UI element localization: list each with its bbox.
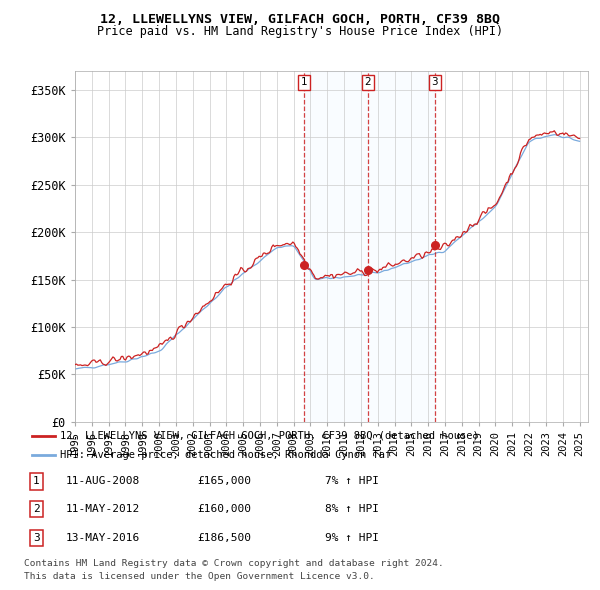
Text: This data is licensed under the Open Government Licence v3.0.: This data is licensed under the Open Gov… [24, 572, 375, 581]
Text: Price paid vs. HM Land Registry's House Price Index (HPI): Price paid vs. HM Land Registry's House … [97, 25, 503, 38]
Text: HPI: Average price, detached house, Rhondda Cynon Taf: HPI: Average price, detached house, Rhon… [60, 450, 392, 460]
Text: £186,500: £186,500 [197, 533, 251, 543]
Text: 1: 1 [33, 477, 40, 487]
Text: 3: 3 [33, 533, 40, 543]
Text: 8% ↑ HPI: 8% ↑ HPI [325, 504, 379, 514]
Text: 3: 3 [431, 77, 438, 87]
Text: 1: 1 [301, 77, 307, 87]
Text: 12, LLEWELLYNS VIEW, GILFACH GOCH, PORTH, CF39 8BQ: 12, LLEWELLYNS VIEW, GILFACH GOCH, PORTH… [100, 13, 500, 26]
Bar [304, 71, 435, 422]
Text: Contains HM Land Registry data © Crown copyright and database right 2024.: Contains HM Land Registry data © Crown c… [24, 559, 444, 568]
Text: 13-MAY-2016: 13-MAY-2016 [66, 533, 140, 543]
Text: £165,000: £165,000 [197, 477, 251, 487]
Text: 2: 2 [33, 504, 40, 514]
Text: 2: 2 [364, 77, 371, 87]
Text: £160,000: £160,000 [197, 504, 251, 514]
Text: 12, LLEWELLYNS VIEW, GILFACH GOCH, PORTH, CF39 8BQ (detached house): 12, LLEWELLYNS VIEW, GILFACH GOCH, PORTH… [60, 431, 479, 441]
Text: 7% ↑ HPI: 7% ↑ HPI [325, 477, 379, 487]
Text: 11-AUG-2008: 11-AUG-2008 [66, 477, 140, 487]
Text: 11-MAY-2012: 11-MAY-2012 [66, 504, 140, 514]
Text: 9% ↑ HPI: 9% ↑ HPI [325, 533, 379, 543]
